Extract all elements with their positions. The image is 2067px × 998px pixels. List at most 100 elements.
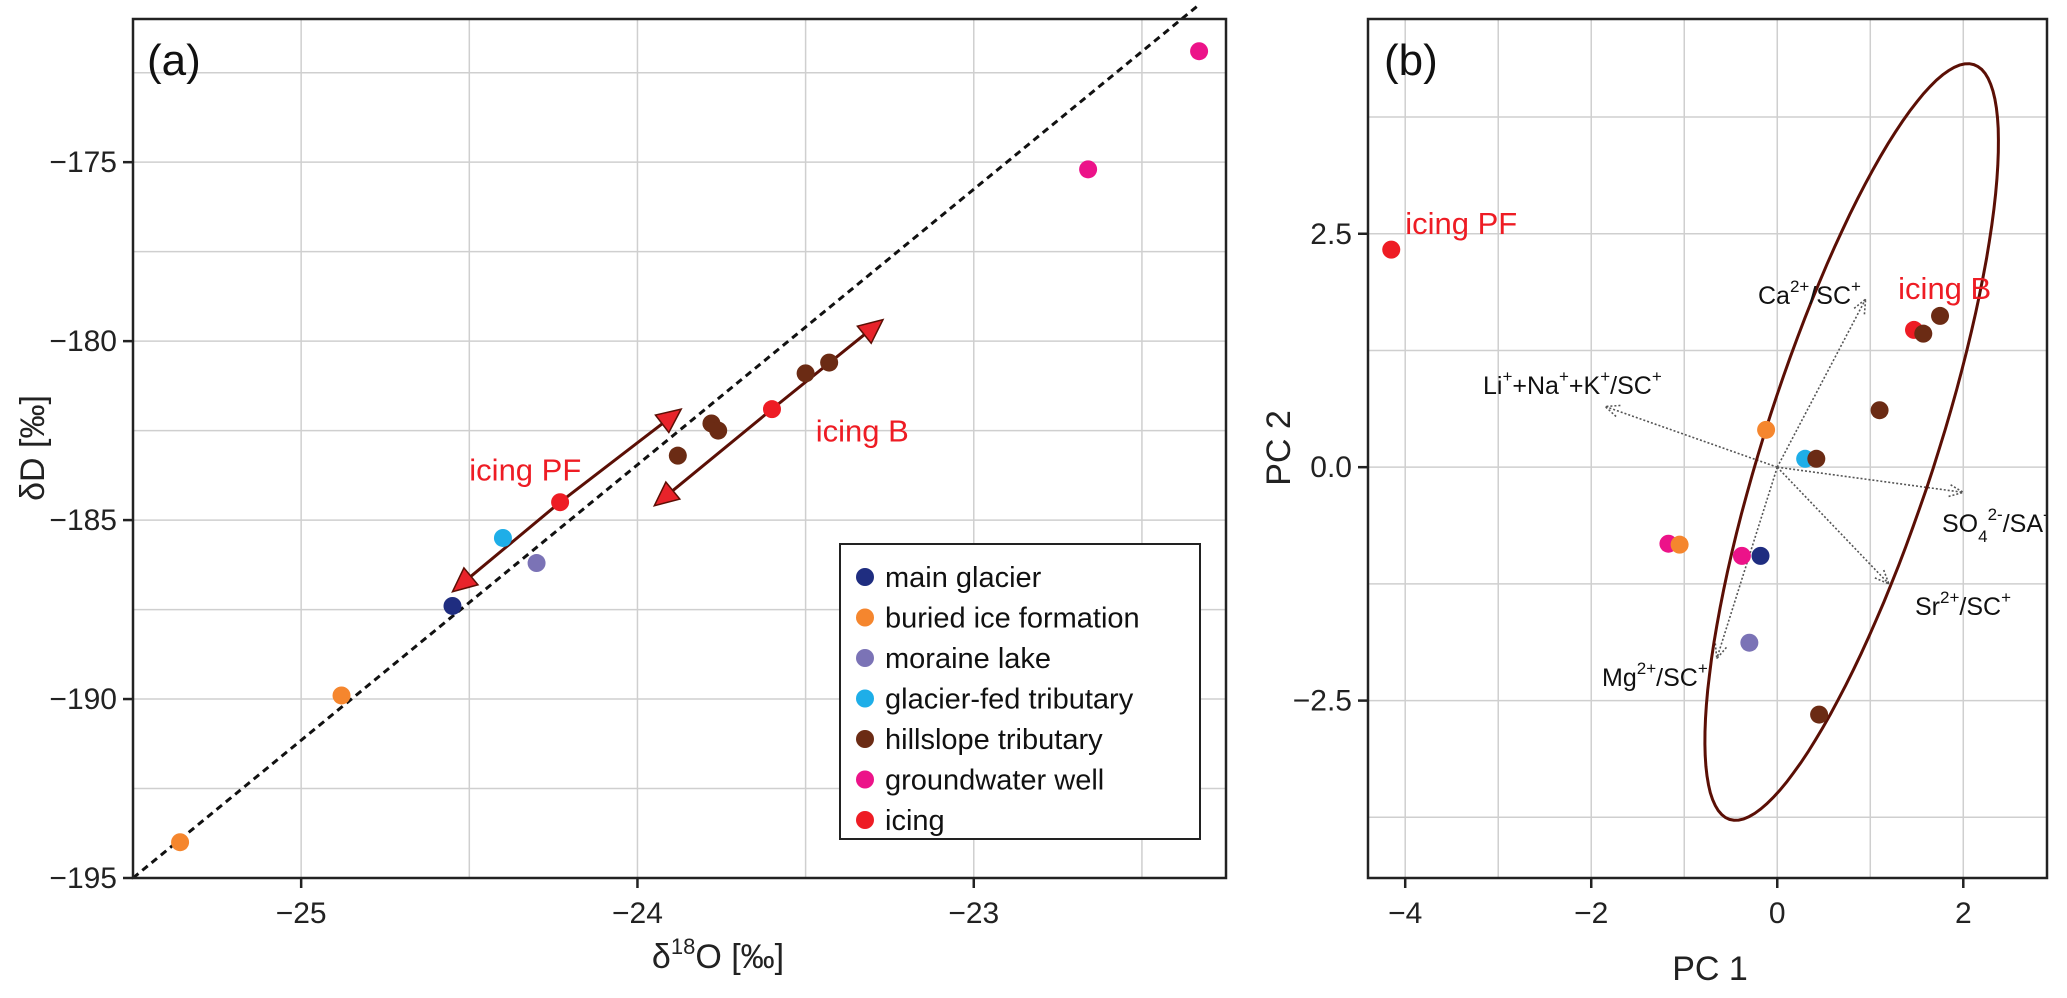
- panel-a-y-axis-label: δD [‰]: [14, 395, 52, 501]
- loading-vector-head: [1874, 569, 1891, 586]
- legend: main glacier buried ice formation moraine …: [839, 543, 1201, 840]
- arrow-head: [652, 480, 682, 507]
- legend-marker-buried-ice-formation: [856, 608, 874, 627]
- loading-vector-head: [1603, 404, 1621, 418]
- point-buried-ice-formation: [1757, 420, 1776, 439]
- panel-b-label: (b): [1384, 36, 1438, 85]
- loading-vector-sr2-sc: [1776, 466, 1890, 585]
- vector-label-so4: SO42-/SA-: [1942, 505, 2049, 546]
- panel-a-x-axis-label: δ18O [‰]: [652, 934, 784, 976]
- point-moraine-lake: [1740, 633, 1759, 652]
- panel-b-y-axis-label: PC 2: [1260, 410, 1298, 486]
- legend-marker-hillslope-tributary: [856, 730, 874, 748]
- panel-b-grid: [1368, 19, 2047, 878]
- loading-vector-so42-sa: [1777, 466, 1964, 494]
- point-glacier-fed-tributary: [493, 528, 512, 547]
- panel-b-frame: [1366, 17, 2049, 880]
- panel-b-x-axis-label: PC 1: [1672, 950, 1748, 988]
- loading-vector-ca2-sc: [1776, 298, 1867, 468]
- legend-label-hillslope-tributary: hillslope tributary: [885, 724, 1103, 756]
- loading-vector-head: [1948, 483, 1966, 498]
- x-tick-label: 0: [1769, 897, 1786, 930]
- arrow-shaft: [559, 422, 664, 504]
- point-hillslope-tributary: [709, 421, 728, 440]
- legend-label-moraine-lake: moraine lake: [885, 643, 1051, 675]
- legend-marker-main-glacier: [856, 568, 874, 586]
- point-hillslope-tributary: [1931, 306, 1950, 325]
- point-groundwater-well: [1732, 546, 1751, 565]
- y-tick-label: 2.5: [1310, 218, 1352, 251]
- panel-b-ticks: −4 −2 0 2 2.5 0.0 −2.5: [1293, 218, 1972, 930]
- panel-b-points: [1382, 240, 1950, 724]
- arrow-head: [451, 566, 480, 593]
- panel-a-ticks: −25 −24 −23 −175 −180 −185 −190 −195: [49, 146, 999, 930]
- point-hillslope-tributary: [1807, 449, 1826, 468]
- point-main-glacier: [1751, 546, 1770, 565]
- arrow-shaft: [771, 333, 866, 411]
- y-tick-label: 0.0: [1310, 451, 1352, 484]
- point-moraine-lake: [527, 554, 546, 573]
- arrow-head: [654, 408, 683, 434]
- x-tick-label: −4: [1388, 897, 1422, 930]
- x-tick-label: −25: [276, 897, 327, 930]
- legend-label-glacier-fed-tributary: glacier-fed tributary: [885, 684, 1134, 716]
- point-hillslope-tributary: [1810, 705, 1829, 724]
- legend-marker-icing: [856, 811, 874, 829]
- point-groundwater-well: [1079, 160, 1098, 179]
- legend-label-buried-ice-formation: buried ice formation: [885, 603, 1140, 635]
- point-icing: [762, 400, 781, 419]
- legend-box: [839, 543, 1201, 840]
- panel-a: icing PF icing B (a) −25 −24 −23 −175 −180 −1…: [14, 3, 1228, 976]
- panel-a-arrows: [451, 318, 885, 593]
- annotation-icing-pf-b: icing PF: [1405, 206, 1517, 241]
- vector-label-ca: Ca2+/SC+: [1758, 277, 1861, 310]
- annotation-icing-b-b: icing B: [1898, 271, 1991, 306]
- point-main-glacier: [443, 596, 462, 615]
- y-tick-label: −190: [49, 683, 117, 716]
- y-tick-label: −175: [49, 146, 117, 179]
- panel-a-label: (a): [147, 36, 201, 85]
- point-icing: [551, 493, 570, 512]
- arrow-shaft: [671, 407, 773, 492]
- y-tick-label: −180: [49, 325, 117, 358]
- confidence-ellipse: [1703, 62, 2000, 822]
- legend-marker-moraine-lake: [856, 649, 874, 667]
- legend-marker-glacier-fed-tributary: [856, 689, 874, 708]
- annotation-icing-b-a: icing B: [816, 413, 909, 448]
- x-tick-label: −24: [612, 897, 663, 930]
- point-hillslope-tributary: [668, 446, 687, 465]
- panel-a-grid: [132, 19, 1226, 879]
- arrow-head: [856, 318, 885, 345]
- legend-marker-groundwater-well: [856, 770, 874, 789]
- point-hillslope-tributary: [1870, 401, 1889, 420]
- point-hillslope-tributary: [1914, 324, 1933, 343]
- y-tick-label: −195: [49, 862, 117, 895]
- arrow-shaft: [469, 501, 562, 578]
- legend-label-groundwater-well: groundwater well: [885, 765, 1104, 797]
- vector-label-li-na-k: Li++Na++K+/SC+: [1483, 367, 1662, 400]
- y-tick-label: −2.5: [1293, 685, 1352, 718]
- panel-a-points: [171, 42, 1209, 852]
- legend-label-icing: icing: [885, 805, 945, 837]
- point-buried-ice-formation: [1670, 535, 1689, 554]
- x-tick-label: −23: [948, 897, 999, 930]
- x-tick-label: 2: [1955, 897, 1972, 930]
- loading-vector-li-na-k-sc: [1604, 405, 1778, 468]
- legend-label-main-glacier: main glacier: [885, 562, 1042, 594]
- vector-label-sr: Sr2+/SC+: [1915, 588, 2011, 621]
- panel-a-frame: [131, 17, 1228, 880]
- panel-b-loading-vectors: [1603, 297, 1966, 661]
- y-tick-label: −185: [49, 504, 117, 537]
- point-hillslope-tributary: [796, 364, 815, 383]
- annotation-icing-pf-a: icing PF: [469, 453, 581, 488]
- x-tick-label: −2: [1574, 897, 1608, 930]
- point-groundwater-well: [1190, 42, 1209, 61]
- vector-label-mg: Mg2+/SC+: [1602, 659, 1708, 692]
- loading-vector-head: [1853, 297, 1867, 315]
- one-to-one-reference-line: [132, 3, 1201, 880]
- point-buried-ice-formation: [332, 686, 351, 705]
- loading-vector-head: [1714, 643, 1728, 661]
- point-hillslope-tributary: [820, 353, 839, 372]
- point-icing: [1382, 240, 1401, 259]
